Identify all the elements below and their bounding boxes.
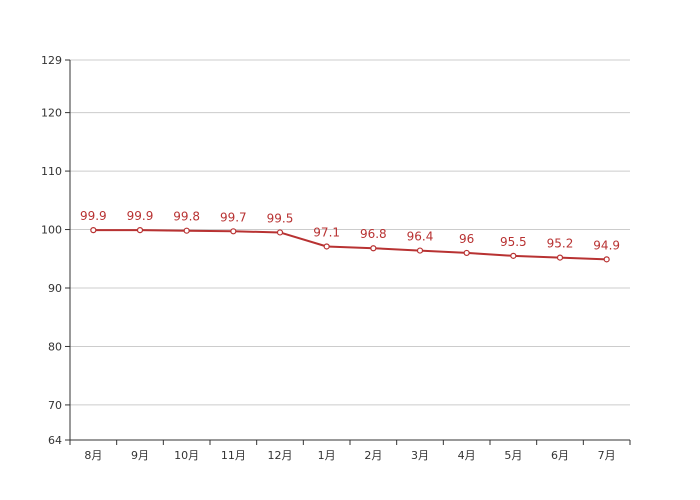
- y-tick-label: 100: [41, 224, 62, 237]
- series: [90, 227, 610, 263]
- x-tick-label: 10月: [174, 449, 199, 462]
- x-axis-ticks: 8月 9月 10月 11月 12月 1月 2月 3月 4月 5月 6月 7月: [69, 440, 631, 462]
- data-point: [323, 243, 330, 250]
- x-tick-label: 8月: [84, 449, 102, 462]
- data-label: 99.8: [173, 210, 200, 224]
- data-point: [276, 229, 284, 236]
- gridlines: [70, 59, 630, 406]
- data-point: [183, 227, 190, 234]
- series-line: [93, 229, 607, 261]
- x-tick-label: 5月: [504, 449, 522, 462]
- data-label: 97.1: [313, 225, 340, 239]
- y-tick-label: 120: [41, 107, 62, 120]
- y-axis-ticks: 64 70 80 90 100 110 120 129: [41, 54, 70, 447]
- y-tick-label: 110: [41, 165, 62, 178]
- data-point: [603, 256, 610, 263]
- data-label: 96: [459, 232, 474, 246]
- data-label: 99.9: [80, 209, 107, 223]
- x-tick-label: 7月: [598, 449, 616, 462]
- x-tick-label: 3月: [411, 449, 429, 462]
- data-label: 99.5: [267, 211, 294, 225]
- data-label: 95.5: [500, 235, 527, 249]
- x-tick-label: 2月: [364, 449, 382, 462]
- data-point: [416, 247, 424, 254]
- data-point: [556, 254, 564, 261]
- data-label: 95.2: [547, 237, 574, 251]
- data-point: [463, 249, 470, 257]
- data-label: 99.9: [127, 209, 154, 223]
- data-point: [370, 245, 377, 252]
- data-point: [90, 227, 97, 234]
- data-label: 99.7: [220, 210, 247, 224]
- x-tick-label: 9月: [131, 449, 149, 462]
- data-label: 96.4: [407, 230, 434, 244]
- data-labels: 99.9 99.9 99.8 99.7 99.5 97.1 96.8 96.4 96 95.5 95…: [80, 209, 620, 252]
- x-tick-label: 1月: [318, 449, 336, 462]
- y-tick-label: 64: [48, 434, 62, 447]
- y-tick-label: 129: [41, 54, 62, 67]
- data-point: [136, 227, 144, 234]
- data-point: [510, 252, 517, 259]
- data-label: 96.8: [360, 227, 387, 241]
- x-tick-label: 6月: [551, 449, 569, 462]
- data-point: [230, 228, 237, 235]
- y-tick-label: 90: [48, 282, 62, 295]
- x-tick-label: 12月: [268, 449, 293, 462]
- data-label: 94.9: [593, 238, 620, 252]
- y-tick-label: 70: [48, 399, 62, 412]
- x-tick-label: 4月: [458, 449, 476, 462]
- x-tick-label: 11月: [221, 449, 246, 462]
- y-tick-label: 80: [48, 340, 62, 353]
